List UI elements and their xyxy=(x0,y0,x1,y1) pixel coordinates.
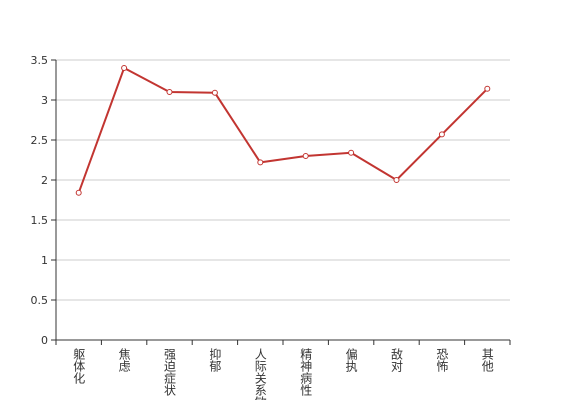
x-tick-label: 焦虑 xyxy=(117,348,131,372)
point xyxy=(438,131,445,138)
y-tick-label: 2 xyxy=(41,174,48,187)
x-tick-label: 偏执 xyxy=(344,347,358,373)
line xyxy=(77,66,489,194)
y-tick-label: 0 xyxy=(41,334,48,347)
x-tick-label: 强迫症状 xyxy=(163,348,177,396)
x-tick-label: 精神病性 xyxy=(299,348,313,397)
point xyxy=(393,177,400,183)
y-tick-label: 3 xyxy=(41,94,48,107)
point xyxy=(302,153,309,159)
y-tick-label: 1 xyxy=(41,254,48,267)
point xyxy=(484,85,491,92)
x-tick-label: 敌对 xyxy=(390,347,404,372)
point xyxy=(348,149,355,156)
point xyxy=(166,89,173,95)
point xyxy=(75,189,82,196)
x-tick-label: 躯体化 xyxy=(72,347,86,385)
x-tick-label: 抑郁 xyxy=(208,347,222,373)
y-tick-label: 1.5 xyxy=(31,214,49,227)
point xyxy=(211,89,218,96)
y-tick-label: 2.5 xyxy=(31,134,49,147)
point xyxy=(257,159,264,166)
x-tick-label: 恐怖 xyxy=(435,348,449,372)
y-tick-label: 3.5 xyxy=(31,54,49,67)
point xyxy=(121,65,128,71)
x-tick-label: 其他 xyxy=(480,348,494,372)
x-tick-label: 人际关系敏感 xyxy=(253,348,267,400)
y-tick-label: 0.5 xyxy=(31,294,49,307)
